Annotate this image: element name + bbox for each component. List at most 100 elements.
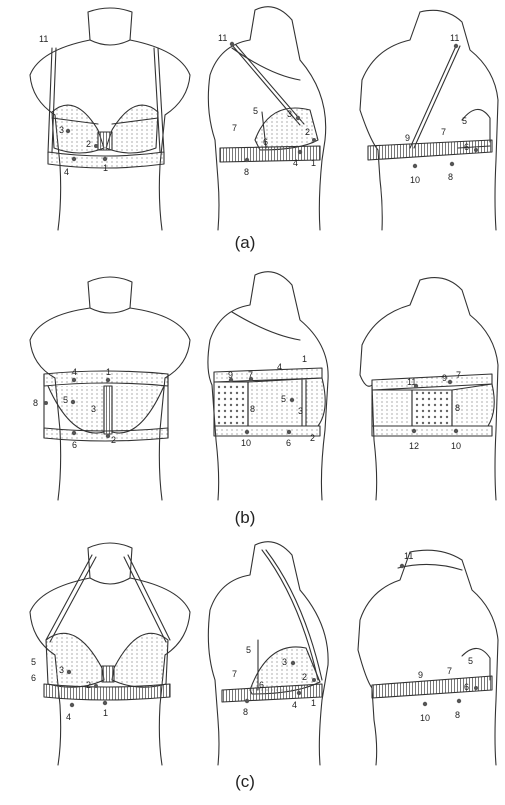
panel-a-back-labels: 11 5 9 7 6 10 8 [405,33,478,185]
label: 4 [292,700,297,710]
marker-dot [399,563,405,569]
label: 6 [286,438,291,448]
marker-dot [102,700,108,706]
label: 9 [418,670,423,680]
marker-dot [105,433,111,439]
label: 2 [86,680,91,690]
side-panel-dotted [213,381,249,427]
label: 1 [302,354,307,364]
label: 8 [243,707,248,717]
label: 2 [111,435,116,445]
mannequin-outline [357,549,499,766]
back-band [371,675,493,699]
band [43,683,171,701]
gore-center [97,131,113,151]
label: 11 [450,33,459,43]
label: 8 [33,398,38,408]
panel-a-side-view [207,6,327,231]
gore-center [101,665,115,683]
label: 11 [407,377,416,387]
label: 7 [248,370,253,380]
label: 2 [302,672,307,682]
label: 8 [250,404,255,414]
label: 6 [72,440,77,450]
label: 9 [442,373,447,383]
marker-dot [228,377,234,383]
shoulder-strap-right [153,47,165,154]
label: 7 [232,123,237,133]
marker-dot [102,156,108,162]
label: 10 [420,713,430,723]
band [221,683,323,703]
panel-b-back-labels: 11 9 7 8 12 10 [407,370,461,451]
label: 8 [244,167,249,177]
cup-right [111,385,165,434]
panel-a-front-labels: 11 3 2 4 1 [39,34,108,177]
panel-a-side-labels: 11 5 3 7 6 2 8 4 1 [218,33,316,177]
marker-dot [244,698,250,704]
label: 7 [456,370,461,380]
label: 6 [259,680,264,690]
label: 6 [31,673,36,683]
marker-dot [44,401,48,405]
marker-dot [71,156,77,162]
label: 8 [455,710,460,720]
marker-dot [244,429,250,435]
panel-c-side-view [207,541,329,766]
label: 3 [59,125,64,135]
marker-dot [229,41,235,47]
label: 7 [441,127,446,137]
cup-right [105,104,159,154]
label: 6 [263,137,268,147]
panel-c-back-labels: 11 5 9 7 6 10 8 [399,551,478,723]
panel-b-side-labels: 9 7 4 1 8 5 3 10 6 2 [228,354,315,448]
label: 11 [218,33,227,43]
marker-dot [105,377,111,383]
marker-dot [244,157,250,163]
band-bottom [213,425,321,437]
label: 4 [277,362,282,372]
marker-dot [449,161,455,167]
mannequin-outline [207,271,329,501]
marker-dot [286,429,292,435]
marker-dot [290,660,296,666]
mannequin-outline [29,542,191,766]
label: 8 [455,403,460,413]
marker-dot [295,115,301,121]
panel-b-back-view [359,277,499,501]
label: 7 [447,666,452,676]
label: 10 [410,175,420,185]
label: 4 [64,167,69,177]
label: 4 [72,367,77,377]
mannequin-outline [359,277,499,501]
label: 12 [409,441,419,451]
panel-c-side-labels: 5 3 7 6 2 8 4 1 [232,645,316,717]
marker-dot [312,678,316,682]
marker-dot [94,684,98,688]
marker-dot [312,138,316,142]
label: 3 [287,109,292,119]
label: 11 [39,34,48,44]
panel-b-front-labels: 4 1 8 5 3 6 2 [33,367,116,450]
label: 5 [253,106,258,116]
marker-dot [474,686,478,690]
label: 5 [246,645,251,655]
marker-dot [422,701,428,707]
band [219,145,321,163]
marker-dot [453,43,459,49]
mannequin-outline [207,6,327,231]
cup-right [111,632,169,688]
marker-dot [70,399,76,405]
label: 10 [241,438,251,448]
label: 9 [228,370,233,380]
panel-b-caption: (b) [234,508,256,527]
marker-dot [412,163,418,169]
back-panel-speck [371,389,413,427]
cup-left [45,632,105,688]
halter-strap-left [45,554,97,643]
label: 5 [281,394,286,404]
mannequin-outline [359,9,499,231]
label: 1 [103,163,108,173]
halter-strap-right [123,554,171,643]
